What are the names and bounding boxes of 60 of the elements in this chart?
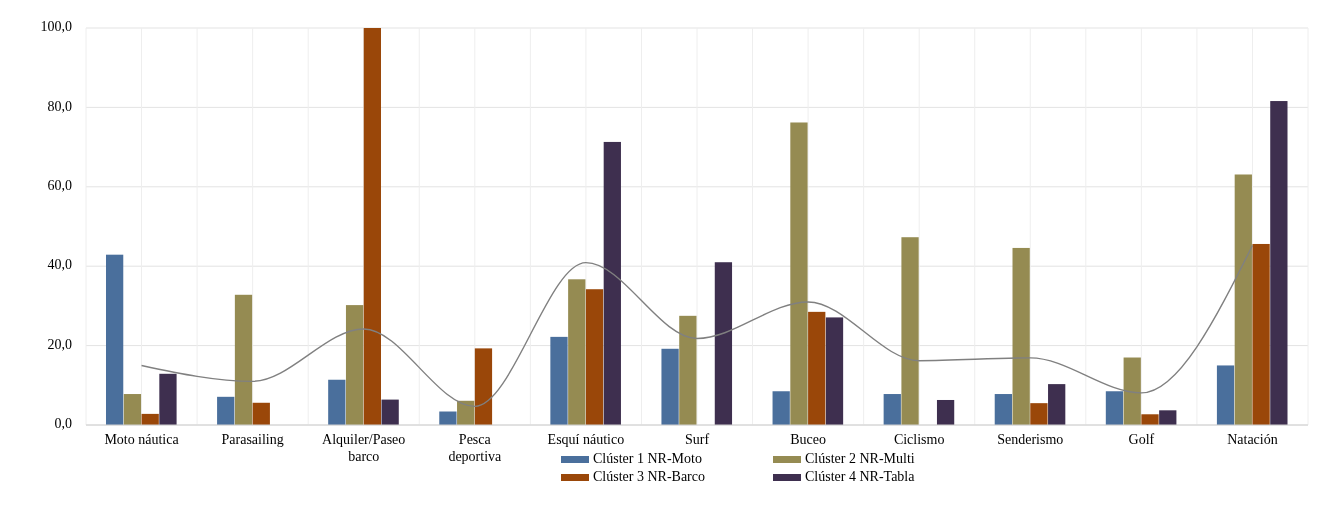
bar bbox=[1105, 391, 1124, 425]
x-tick-label: Pesca deportiva bbox=[448, 432, 503, 464]
bar bbox=[1030, 403, 1048, 425]
legend-label: Clúster 2 NR-Multi bbox=[805, 451, 915, 467]
bar bbox=[328, 379, 346, 425]
x-tick-label: Golf bbox=[1128, 432, 1155, 447]
bar bbox=[1048, 384, 1066, 425]
y-tick-label: 60,0 bbox=[47, 178, 72, 194]
y-tick-label: 100,0 bbox=[40, 19, 72, 35]
bar bbox=[1216, 365, 1235, 425]
bar bbox=[159, 373, 177, 425]
x-tick-label: Natación bbox=[1227, 432, 1278, 447]
x-tick-label: Ciclismo bbox=[893, 432, 945, 447]
y-tick-label: 80,0 bbox=[47, 98, 72, 114]
bar bbox=[363, 28, 381, 425]
y-tick-label: 40,0 bbox=[47, 257, 72, 273]
bar bbox=[1270, 101, 1288, 425]
bar bbox=[1012, 247, 1030, 425]
bar bbox=[217, 396, 235, 425]
y-tick-label: 0,0 bbox=[54, 416, 72, 432]
bar bbox=[474, 348, 493, 425]
bar bbox=[994, 394, 1012, 425]
bar bbox=[1141, 414, 1159, 425]
bar bbox=[883, 394, 901, 425]
line-series bbox=[140, 244, 1254, 408]
x-tick-label: Parasailing bbox=[221, 432, 284, 447]
bar bbox=[1159, 410, 1177, 425]
x-tick-label: Senderismo bbox=[997, 432, 1064, 447]
legend-label: Clúster 4 NR-Tabla bbox=[805, 469, 916, 485]
bar bbox=[808, 311, 826, 425]
legend-label: Clúster 1 NR-Moto bbox=[593, 451, 702, 467]
bar bbox=[825, 317, 844, 425]
x-tick-label: Esquí náutico bbox=[547, 432, 625, 447]
bar bbox=[936, 399, 955, 425]
x-tick-label: Moto náutica bbox=[104, 432, 180, 447]
bar bbox=[568, 279, 586, 425]
bar bbox=[1234, 174, 1252, 425]
bar bbox=[381, 399, 399, 425]
bar bbox=[252, 402, 270, 425]
bar bbox=[772, 391, 790, 425]
bar bbox=[901, 237, 919, 425]
bar bbox=[585, 289, 604, 425]
y-tick-label: 20,0 bbox=[47, 336, 72, 352]
x-tick-label: Surf bbox=[684, 432, 710, 447]
x-tick-label: Buceo bbox=[790, 432, 826, 447]
bar bbox=[603, 141, 621, 425]
bar bbox=[439, 411, 457, 425]
bar bbox=[790, 122, 808, 425]
bar bbox=[123, 394, 142, 425]
bar bbox=[550, 336, 568, 425]
bar bbox=[679, 315, 697, 425]
bar bbox=[1252, 243, 1270, 425]
legend-label: Clúster 3 NR-Barco bbox=[593, 469, 705, 485]
bar bbox=[106, 254, 124, 425]
bar bbox=[234, 294, 253, 425]
x-tick-label: Alquiler/Paseo barco bbox=[322, 432, 406, 464]
bar bbox=[714, 262, 733, 425]
bar bbox=[345, 305, 364, 425]
bar bbox=[661, 348, 679, 425]
bar bbox=[1123, 357, 1141, 425]
